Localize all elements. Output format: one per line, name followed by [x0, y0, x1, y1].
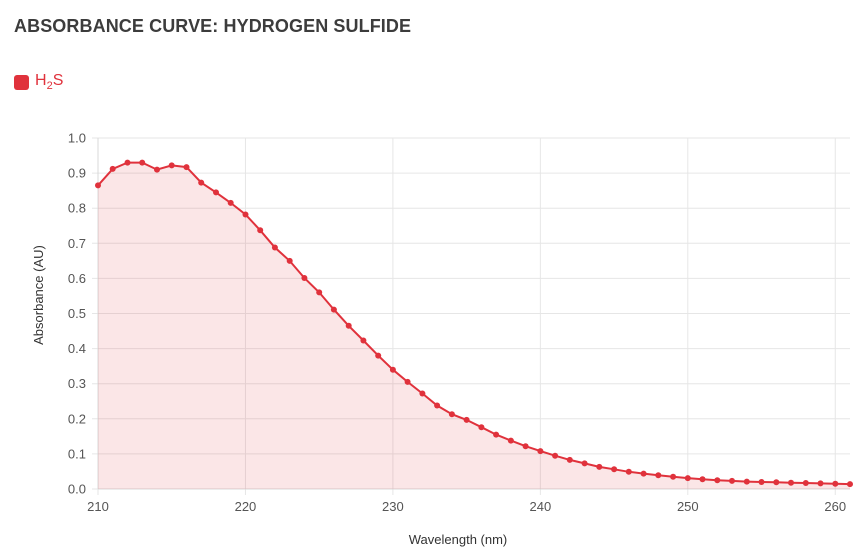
y-tick-label: 0.4	[68, 341, 86, 356]
data-point[interactable]	[625, 468, 632, 475]
x-tick-labels: 210 220 230 240 250 260	[87, 499, 846, 514]
legend[interactable]: H2S	[14, 72, 63, 92]
data-point[interactable]	[213, 189, 219, 196]
y-tick-label: 0.0	[68, 482, 86, 497]
data-point[interactable]	[375, 352, 382, 359]
series-area	[98, 162, 850, 489]
data-point[interactable]	[537, 448, 544, 455]
data-point[interactable]	[714, 477, 721, 484]
data-point[interactable]	[257, 227, 264, 234]
data-point[interactable]	[316, 289, 323, 296]
data-points	[95, 159, 853, 488]
data-point[interactable]	[729, 477, 735, 484]
data-point[interactable]	[286, 257, 293, 264]
data-point[interactable]	[124, 159, 131, 166]
data-point[interactable]	[139, 159, 146, 166]
y-tick-label: 0.1	[68, 446, 86, 461]
x-tick-label: 240	[530, 499, 552, 514]
data-point[interactable]	[330, 306, 337, 313]
data-point[interactable]	[271, 244, 278, 251]
area-fill	[98, 162, 850, 489]
data-point[interactable]	[655, 472, 662, 479]
data-point[interactable]	[301, 275, 308, 281]
data-point[interactable]	[434, 402, 441, 409]
y-tick-labels: 0.0 0.1 0.2 0.3 0.4 0.5 0.6 0.7 0.8 0.9 1.0	[68, 131, 86, 497]
data-point[interactable]	[802, 480, 809, 486]
legend-swatch	[14, 74, 29, 90]
data-point[interactable]	[596, 463, 603, 470]
data-point[interactable]	[360, 337, 367, 344]
data-point[interactable]	[168, 162, 175, 169]
y-tick-label: 0.5	[68, 306, 86, 321]
data-point[interactable]	[227, 199, 234, 206]
data-point[interactable]	[404, 378, 411, 385]
data-point[interactable]	[773, 479, 780, 486]
data-point[interactable]	[581, 460, 588, 467]
data-point[interactable]	[242, 211, 249, 218]
y-tick-label: 0.9	[68, 166, 86, 181]
data-point[interactable]	[788, 479, 794, 486]
x-tick-label: 210	[87, 499, 109, 514]
data-point[interactable]	[743, 478, 750, 485]
data-point[interactable]	[847, 481, 853, 488]
data-point[interactable]	[566, 456, 573, 463]
data-point[interactable]	[699, 476, 706, 483]
y-tick-label: 0.2	[68, 411, 86, 426]
x-tick-label: 260	[824, 499, 846, 514]
series-path	[97, 161, 851, 486]
data-point[interactable]	[758, 479, 765, 485]
data-point[interactable]	[463, 416, 470, 423]
y-tick-label: 1.0	[68, 131, 86, 146]
data-point[interactable]	[154, 166, 160, 173]
data-point[interactable]	[832, 480, 839, 487]
data-point[interactable]	[95, 182, 101, 189]
data-point[interactable]	[389, 366, 396, 373]
x-tick-label: 220	[235, 499, 257, 514]
y-axis-title: Absorbance (AU)	[31, 245, 46, 345]
data-point[interactable]	[478, 424, 485, 431]
data-point[interactable]	[109, 165, 116, 172]
data-point[interactable]	[493, 431, 500, 438]
data-point[interactable]	[611, 466, 618, 473]
data-point[interactable]	[198, 179, 205, 186]
data-point[interactable]	[448, 411, 455, 418]
x-tick-label: 230	[382, 499, 404, 514]
data-point[interactable]	[345, 322, 352, 329]
data-point[interactable]	[684, 475, 691, 482]
grid	[92, 137, 850, 495]
data-point[interactable]	[522, 443, 529, 450]
chart-title: ABSORBANCE CURVE: HYDROGEN SULFIDE	[14, 16, 412, 36]
data-point[interactable]	[817, 480, 824, 487]
data-point[interactable]	[670, 473, 677, 480]
y-tick-label: 0.3	[68, 376, 86, 391]
data-point[interactable]	[419, 390, 426, 397]
x-axis-title: Wavelength (nm)	[409, 532, 508, 547]
y-tick-label: 0.7	[68, 236, 86, 251]
data-point[interactable]	[183, 164, 190, 171]
x-tick-label: 250	[677, 499, 699, 514]
legend-label: H2S	[35, 72, 64, 93]
y-tick-label: 0.6	[68, 271, 86, 286]
y-tick-label: 0.8	[68, 201, 86, 216]
data-point[interactable]	[640, 470, 647, 477]
series-line	[97, 161, 851, 486]
data-point[interactable]	[507, 437, 514, 444]
data-point[interactable]	[552, 452, 559, 459]
